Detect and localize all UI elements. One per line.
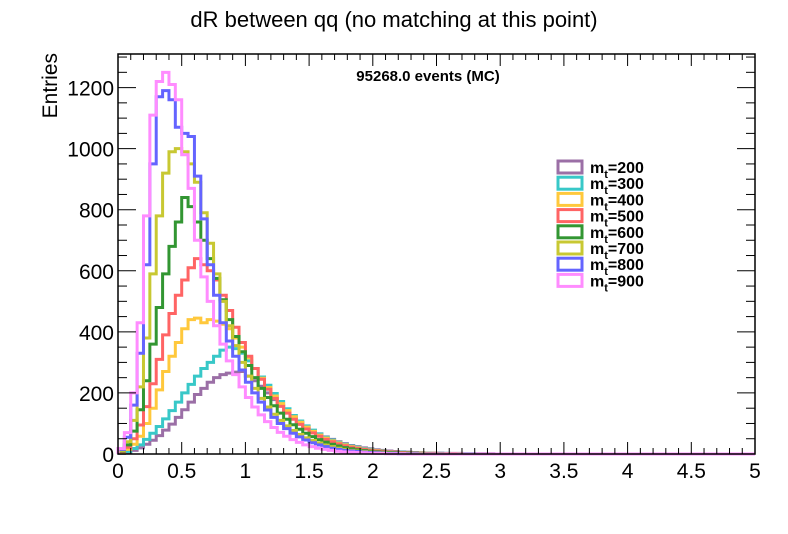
legend-label: mt=300 [590,176,644,197]
y-tick-label: 400 [79,322,114,345]
x-tick-label: 1.5 [294,460,323,483]
legend-label: mt=700 [590,241,644,262]
series-line-m-t-800 [116,89,755,456]
series-layer [116,70,755,456]
series-line-m-t-400 [116,316,755,456]
y-tick-label: 1200 [67,78,114,101]
legend-swatch [556,224,584,240]
legend-swatch [556,208,584,224]
legend: mt=200mt=300mt=400mt=500mt=600mt=700mt=8… [556,159,644,294]
legend-swatch [556,159,584,175]
y-tick-label: 200 [79,383,114,406]
legend-label: mt=900 [590,273,644,294]
y-tick-label: 800 [79,200,114,223]
x-tick-label: 2.5 [422,460,451,483]
x-tick-label: 5 [749,460,761,483]
legend-swatch [556,256,584,272]
legend-label: mt=500 [590,209,644,230]
axes-layer: 0 0.5 1 1.5 2 2.5 3 3.5 4 4.5 5 0 200 400 600 800 1000 12… [67,54,761,483]
x-tick-label: 4.5 [677,460,706,483]
legend-label: mt=200 [590,160,644,181]
x-tick-label: 2 [367,460,379,483]
y-tick-label: 0 [102,444,114,467]
legend-label: mt=800 [590,257,644,278]
y-axis-label: Entries [39,53,62,118]
y-tick-label: 1000 [67,139,114,162]
legend-swatch [556,191,584,207]
x-tick-label: 3.5 [549,460,578,483]
series-line-m-t-300 [116,345,755,456]
y-tick-label: 600 [79,261,114,284]
x-tick-label: 4 [622,460,634,483]
chart-title: dR between qq (no matching at this point… [190,7,597,32]
legend-label: mt=400 [590,192,644,213]
x-tick-label: 0 [112,460,124,483]
x-tick-label: 3 [494,460,506,483]
legend-swatch [556,175,584,191]
series-line-m-t-200 [116,370,755,456]
legend-label: mt=600 [590,225,644,246]
legend-swatch [556,240,584,256]
legend-swatch [556,272,584,288]
events-annotation: 95268.0 events (MC) [356,68,499,85]
x-tick-label: 0.5 [167,460,196,483]
x-tick-label: 1 [240,460,252,483]
